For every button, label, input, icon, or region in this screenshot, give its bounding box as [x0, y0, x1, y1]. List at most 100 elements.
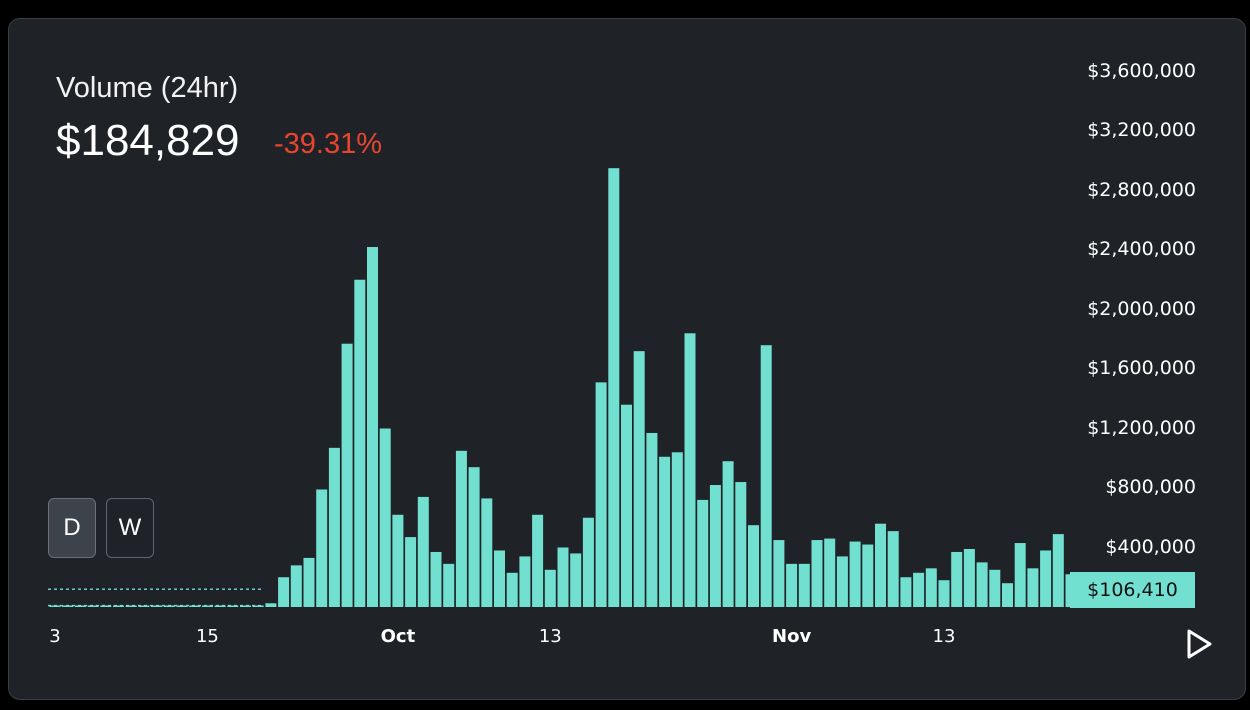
- y-tick-label: $800,000: [1105, 476, 1196, 498]
- y-tick-label: $2,400,000: [1087, 238, 1196, 260]
- volume-bar: [709, 485, 721, 607]
- y-tick-label: $3,600,000: [1087, 59, 1196, 82]
- volume-bar: [316, 489, 328, 607]
- y-tick-label: $3,200,000: [1087, 119, 1196, 141]
- volume-bar: [570, 553, 582, 607]
- volume-bar: [963, 548, 975, 607]
- x-tick-label: 3: [49, 626, 61, 647]
- volume-bar: [405, 537, 417, 607]
- volume-bar: [1052, 534, 1064, 607]
- volume-bar: [532, 514, 544, 607]
- volume-bar: [443, 563, 455, 607]
- volume-bar: [62, 605, 74, 607]
- volume-bar: [1040, 550, 1052, 607]
- volume-bar: [862, 544, 874, 607]
- x-tick-label: 15: [195, 626, 219, 647]
- timeframe-day-button[interactable]: D: [48, 498, 96, 558]
- volume-bar: [49, 605, 61, 607]
- volume-bar: [671, 452, 683, 607]
- volume-bar: [519, 556, 531, 607]
- volume-bar: [925, 568, 937, 607]
- volume-bar: [328, 447, 340, 607]
- volume-bar: [113, 605, 124, 607]
- volume-bar: [189, 605, 201, 607]
- volume-bar: [214, 605, 226, 607]
- volume-bar: [252, 605, 264, 607]
- volume-bar: [379, 428, 391, 607]
- volume-bar: [621, 404, 632, 607]
- volume-bar: [354, 279, 366, 607]
- x-tick-label: 13: [932, 626, 956, 647]
- volume-bar: [430, 551, 442, 607]
- volume-bar: [595, 382, 607, 607]
- volume-bar: [100, 605, 112, 607]
- volume-bar: [455, 450, 467, 607]
- volume-bar: [938, 580, 950, 607]
- volume-bar: [417, 496, 429, 607]
- volume-bar: [849, 541, 861, 607]
- volume-bar: [74, 605, 86, 607]
- volume-bar: [87, 605, 99, 607]
- current-value-label: $106,410: [1070, 572, 1195, 608]
- y-tick-label: $400,000: [1105, 535, 1196, 558]
- play-icon[interactable]: [1184, 628, 1214, 660]
- volume-bar: [989, 569, 1001, 607]
- volume-bar: [786, 563, 798, 607]
- volume-bar: [697, 499, 709, 607]
- volume-bar: [976, 562, 988, 607]
- volume-bar: [824, 538, 836, 607]
- volume-bar: [544, 569, 556, 607]
- y-tick-label: $1,600,000: [1087, 357, 1196, 379]
- volume-bar: [468, 467, 480, 607]
- volume-bar: [887, 531, 899, 607]
- volume-bar: [913, 572, 925, 607]
- volume-bar: [138, 605, 150, 607]
- volume-bar: [1027, 568, 1039, 607]
- volume-bar: [951, 551, 963, 607]
- volume-bar: [836, 556, 848, 607]
- volume-bar: [392, 514, 404, 607]
- volume-bar: [684, 333, 696, 607]
- x-tick-label: Nov: [772, 626, 812, 647]
- volume-bar: [201, 605, 213, 607]
- volume-bar: [227, 605, 239, 607]
- volume-value: $184,829: [56, 116, 240, 165]
- volume-bar: [290, 565, 302, 607]
- volume-bar: [278, 577, 290, 607]
- volume-bar: [163, 605, 175, 607]
- volume-bar: [773, 540, 785, 607]
- volume-bar: [240, 605, 251, 607]
- volume-change: -39.31%: [274, 128, 383, 160]
- x-tick-label: Oct: [380, 626, 416, 647]
- volume-bar: [1014, 543, 1026, 607]
- volume-bar: [633, 351, 645, 607]
- volume-bar: [608, 168, 620, 607]
- volume-bar: [760, 345, 772, 607]
- volume-bar: [341, 343, 353, 607]
- volume-bar: [1002, 583, 1013, 607]
- volume-bar: [811, 540, 823, 607]
- volume-bar: [481, 498, 493, 607]
- volume-bar: [506, 572, 518, 607]
- volume-bar: [900, 577, 912, 607]
- y-tick-label: $2,800,000: [1087, 178, 1196, 201]
- volume-bar: [176, 605, 188, 607]
- volume-bar: [659, 456, 671, 607]
- volume-bar: [265, 603, 277, 607]
- volume-bar: [367, 247, 378, 607]
- volume-bar: [646, 432, 658, 607]
- volume-bar: [582, 517, 594, 607]
- volume-bar: [748, 525, 759, 607]
- volume-bar: [125, 605, 137, 607]
- x-tick-label: 13: [538, 626, 562, 647]
- volume-bar: [303, 557, 315, 607]
- volume-bar: [557, 547, 569, 607]
- volume-bar: [735, 482, 747, 607]
- volume-bar: [722, 461, 734, 607]
- volume-bar: [798, 563, 810, 607]
- chart-title: Volume (24hr): [56, 72, 239, 104]
- volume-bar: [875, 523, 886, 607]
- y-tick-label: $2,000,000: [1087, 297, 1196, 320]
- timeframe-week-button[interactable]: W: [106, 498, 154, 558]
